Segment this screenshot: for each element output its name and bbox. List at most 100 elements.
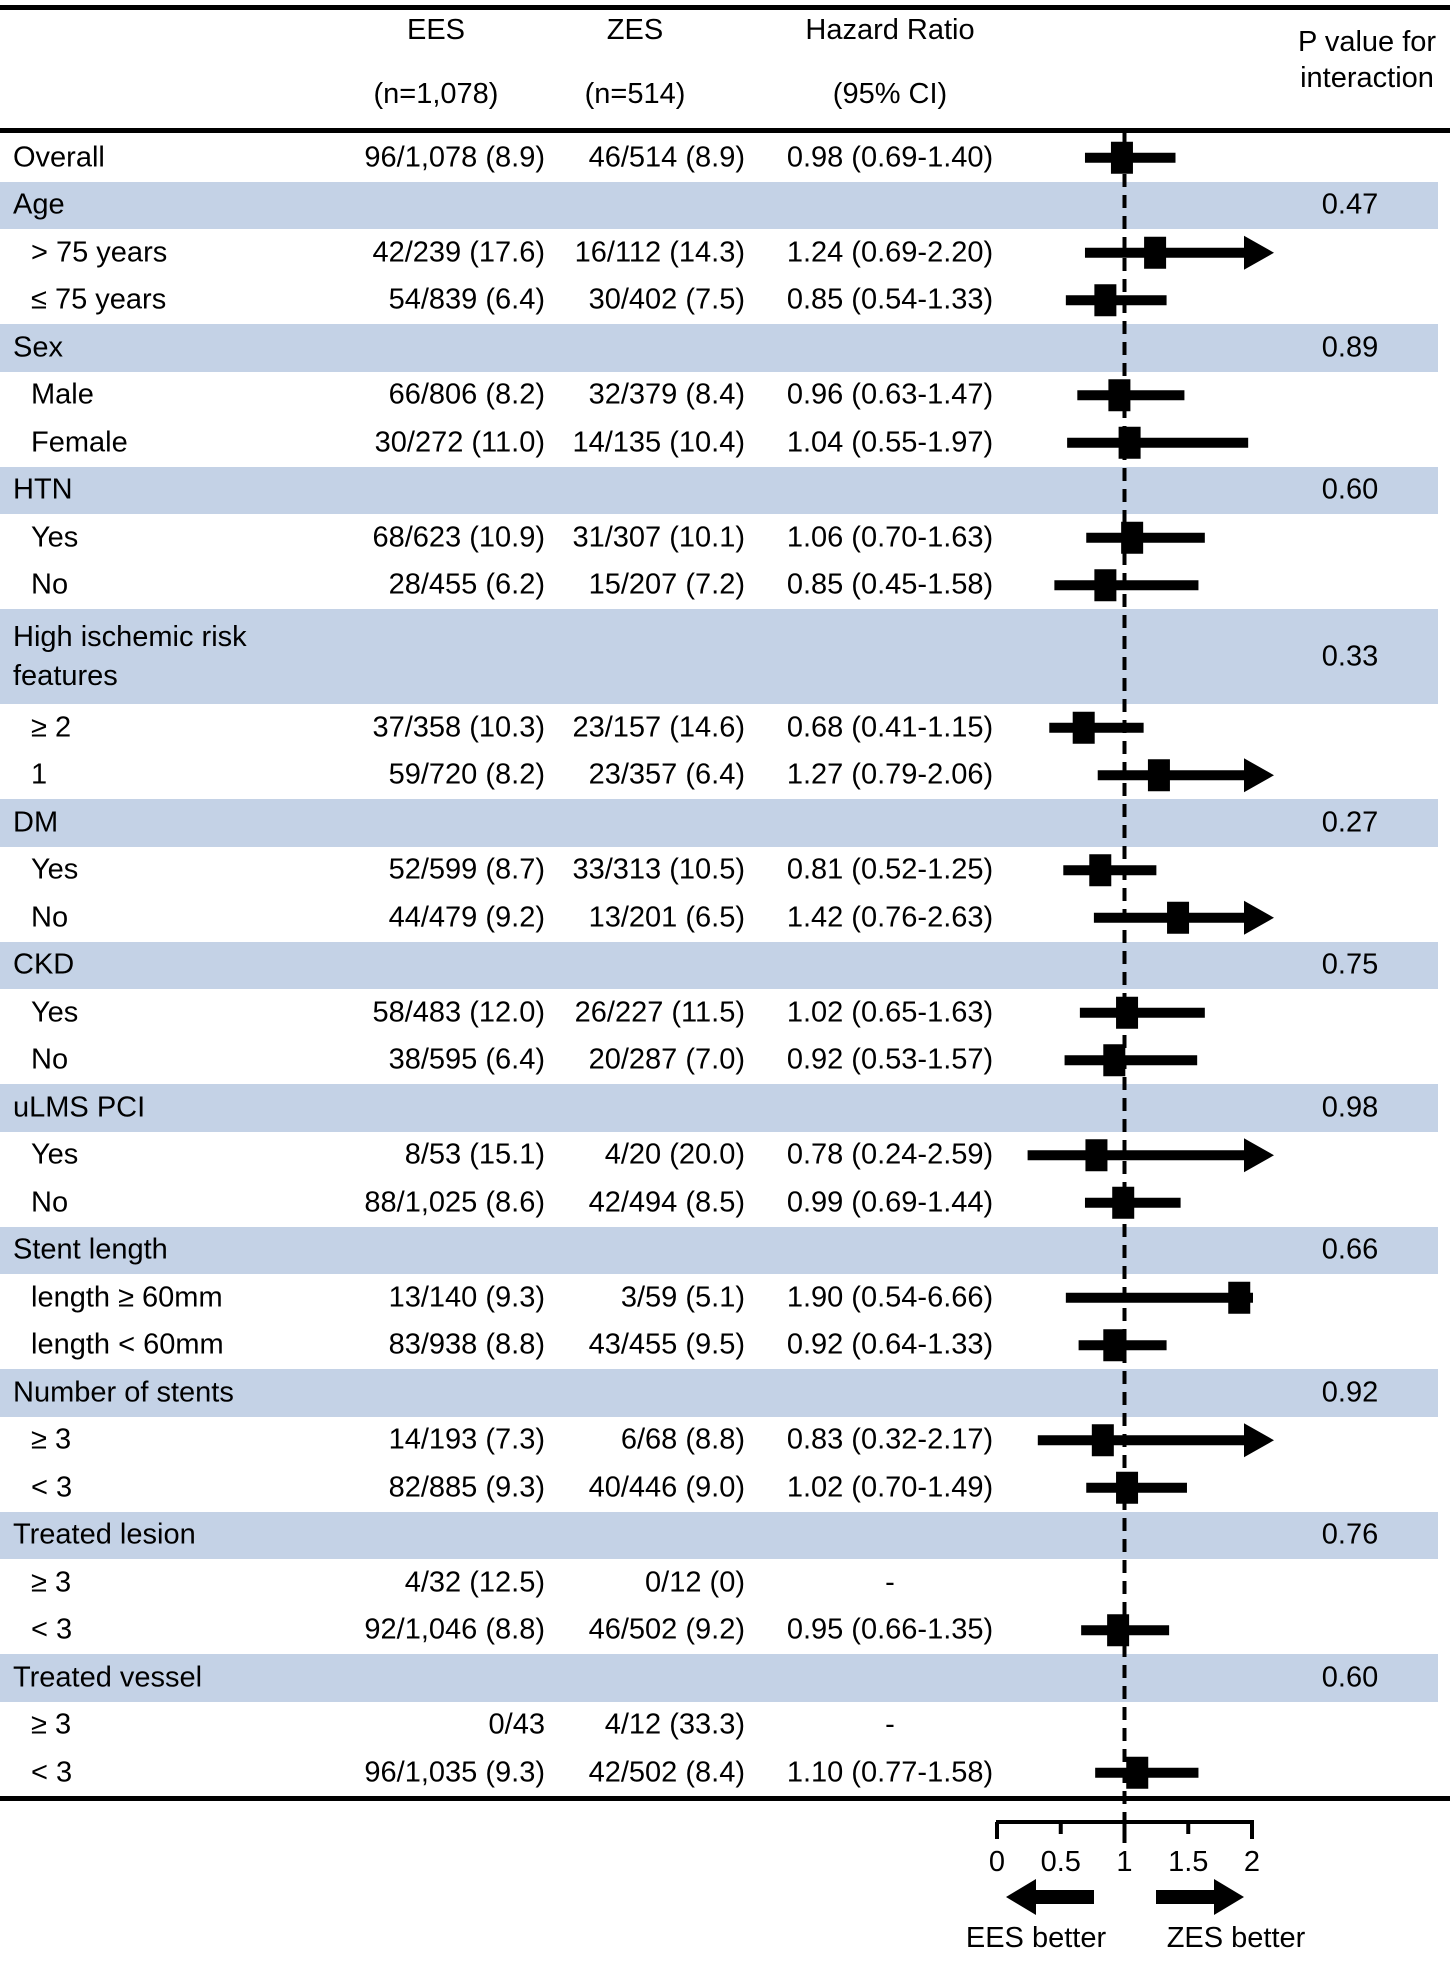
category-row: uLMS PCI 0.98 [0, 1084, 1438, 1132]
hazard-ratio-value: - [885, 1566, 895, 1599]
hazard-ratio-value: 0.96 (0.63-1.47) [786, 378, 994, 411]
row-label: ≥ 2 [31, 711, 72, 744]
row-label: Stent length [13, 1233, 168, 1266]
ees-value: 13/140 (9.3) [388, 1281, 545, 1314]
category-row: Treated vessel 0.60 [0, 1654, 1438, 1702]
zes-value: 46/514 (8.9) [588, 141, 745, 174]
row-label: No [31, 1186, 69, 1219]
hazard-ratio-value: 0.95 (0.66-1.35) [786, 1613, 994, 1646]
ees-value: 83/938 (8.8) [388, 1328, 545, 1361]
row-label: Yes [31, 996, 79, 1029]
p-interaction-value: 0.98 [1321, 1091, 1379, 1124]
ees-better-label: EES better [965, 1922, 1107, 1954]
zes-value: 16/112 (14.3) [574, 236, 745, 269]
header-separator [0, 128, 1450, 133]
hazard-ratio-value: 1.24 (0.69-2.20) [786, 236, 994, 269]
ees-value: 28/455 (6.2) [388, 568, 545, 601]
zes-value: 40/446 (9.0) [588, 1471, 745, 1504]
zes-value: 0/12 (0) [645, 1566, 745, 1599]
ees-value: 59/720 (8.2) [388, 758, 545, 791]
row-label: Overall [13, 141, 105, 174]
hazard-ratio-column-header: Hazard Ratio [805, 14, 975, 46]
p-interaction-value: 0.89 [1321, 331, 1379, 364]
zes-value: 4/12 (33.3) [604, 1708, 745, 1741]
subgroup-row: Female 30/272 (11.0) 14/135 (10.4) 1.04 (0.… [0, 419, 1438, 467]
hazard-ratio-value: 1.90 (0.54-6.66) [786, 1281, 994, 1314]
row-label: High ischemic risk features [13, 617, 247, 695]
zes-value: 32/379 (8.4) [588, 378, 745, 411]
zes-column-header: ZES [606, 14, 664, 46]
p-value-column-header-line1: P value for [1297, 26, 1437, 58]
hazard-ratio-value: 0.99 (0.69-1.44) [786, 1186, 994, 1219]
subgroup-row: Yes 8/53 (15.1) 4/20 (20.0) 0.78 (0.24-2.59… [0, 1132, 1438, 1180]
p-interaction-value: 0.47 [1321, 188, 1379, 221]
p-interaction-value: 0.66 [1321, 1233, 1379, 1266]
row-label: 1 [31, 758, 48, 791]
hazard-ratio-value: 0.92 (0.53-1.57) [786, 1043, 994, 1076]
ees-value: 88/1,025 (8.6) [364, 1186, 545, 1219]
axis-tick-label: 0 [989, 1846, 1005, 1878]
subgroup-row: > 75 years 42/239 (17.6) 16/112 (14.3) 1.24… [0, 229, 1438, 277]
row-label: Treated vessel [13, 1661, 203, 1694]
ees-value: 0/43 [488, 1708, 545, 1741]
subgroup-row: Yes 58/483 (12.0) 26/227 (11.5) 1.02 (0.65-… [0, 989, 1438, 1037]
hazard-ratio-value: 1.02 (0.70-1.49) [786, 1471, 994, 1504]
hazard-ratio-column-ci: (95% CI) [832, 78, 948, 110]
p-interaction-value: 0.75 [1321, 948, 1379, 981]
zes-value: 43/455 (9.5) [588, 1328, 745, 1361]
ees-value: 44/479 (9.2) [388, 901, 545, 934]
row-label: Sex [13, 331, 63, 364]
row-label: ≥ 3 [31, 1708, 72, 1741]
subgroup-row: ≥ 3 14/193 (7.3) 6/68 (8.8) 0.83 (0.32-2.17… [0, 1417, 1438, 1465]
category-row: Stent length 0.66 [0, 1226, 1438, 1274]
row-label: Yes [31, 1138, 79, 1171]
zes-value: 33/313 (10.5) [572, 853, 745, 886]
ees-value: 54/839 (6.4) [388, 283, 545, 316]
subgroup-row: length ≥ 60mm 13/140 (9.3) 3/59 (5.1) 1.90 … [0, 1274, 1438, 1322]
hazard-ratio-value: 1.06 (0.70-1.63) [786, 521, 994, 554]
hazard-ratio-value: 1.27 (0.79-2.06) [786, 758, 994, 791]
ees-better-arrow-icon [1032, 1890, 1094, 1904]
row-label: Yes [31, 853, 79, 886]
row-label: Male [31, 378, 94, 411]
subgroup-row: 1 59/720 (8.2) 23/357 (6.4) 1.27 (0.79-2.06… [0, 752, 1438, 800]
row-label: < 3 [31, 1471, 73, 1504]
table-body: Overall 96/1,078 (8.9) 46/514 (8.9) 0.98 (0… [0, 134, 1438, 1797]
ees-value: 66/806 (8.2) [388, 378, 545, 411]
p-interaction-value: 0.27 [1321, 806, 1379, 839]
ees-value: 52/599 (8.7) [388, 853, 545, 886]
category-row: Sex 0.89 [0, 324, 1438, 372]
top-border [0, 5, 1450, 10]
row-label-line1: High ischemic risk [13, 620, 247, 653]
row-label: No [31, 901, 69, 934]
subgroup-row: < 3 96/1,035 (9.3) 42/502 (8.4) 1.10 (0.77-… [0, 1749, 1438, 1797]
ees-value: 42/239 (17.6) [372, 236, 545, 269]
zes-value: 20/287 (7.0) [588, 1043, 745, 1076]
ees-value: 58/483 (12.0) [372, 996, 545, 1029]
hazard-ratio-value: 0.78 (0.24-2.59) [786, 1138, 994, 1171]
category-row: High ischemic risk features 0.33 [0, 609, 1438, 704]
ees-value: 14/193 (7.3) [388, 1423, 545, 1456]
row-label: uLMS PCI [13, 1091, 146, 1124]
hazard-ratio-value: - [885, 1708, 895, 1741]
subgroup-row: No 38/595 (6.4) 20/287 (7.0) 0.92 (0.53-1.5… [0, 1037, 1438, 1085]
bottom-border [0, 1796, 1450, 1801]
overall-row: Overall 96/1,078 (8.9) 46/514 (8.9) 0.98 (0… [0, 134, 1438, 182]
ees-value: 38/595 (6.4) [388, 1043, 545, 1076]
ees-value: 4/32 (12.5) [404, 1566, 545, 1599]
row-label: Number of stents [13, 1376, 234, 1409]
hazard-ratio-value: 0.68 (0.41-1.15) [786, 711, 994, 744]
row-label: No [31, 1043, 69, 1076]
row-label: Female [31, 426, 128, 459]
zes-value: 3/59 (5.1) [620, 1281, 745, 1314]
p-interaction-value: 0.76 [1321, 1518, 1379, 1551]
row-label: ≥ 3 [31, 1566, 72, 1599]
axis-tick-label: 0.5 [1041, 1846, 1081, 1878]
hazard-ratio-value: 1.42 (0.76-2.63) [786, 901, 994, 934]
subgroup-row: length < 60mm 83/938 (8.8) 43/455 (9.5) 0.9… [0, 1322, 1438, 1370]
hazard-ratio-value: 0.98 (0.69-1.40) [786, 141, 994, 174]
ees-value: 30/272 (11.0) [374, 426, 545, 459]
hazard-ratio-value: 0.85 (0.54-1.33) [786, 283, 994, 316]
zes-value: 13/201 (6.5) [588, 901, 745, 934]
axis-tick-label: 1 [1116, 1846, 1132, 1878]
